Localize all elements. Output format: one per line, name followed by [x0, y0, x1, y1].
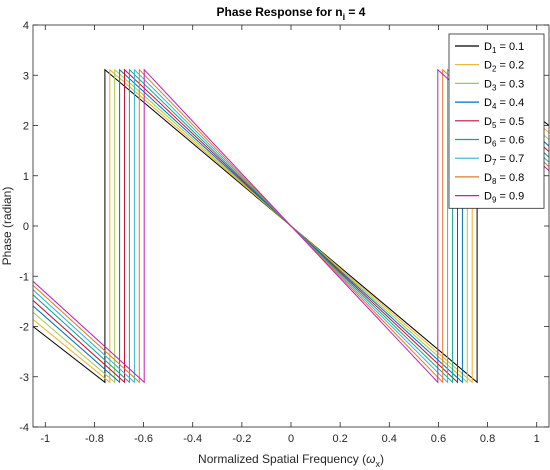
- legend-label-d7: D7 = 0.7: [484, 153, 524, 167]
- y-axis-label: Phase (radian): [0, 187, 14, 266]
- x-tick-label: -0.4: [183, 433, 202, 445]
- legend-label-d4: D4 = 0.4: [484, 97, 524, 111]
- y-tick-label: 2: [23, 121, 29, 133]
- axes-layer: -1 -0.8 -0.6 -0.4 -0.2 0 0.2 0.4 0.6 0.8 1 -4 -3 -2 -1…: [19, 20, 550, 445]
- x-axis-label-symbol: ω: [366, 452, 375, 466]
- y-tick-label: -1: [19, 271, 29, 283]
- y-tick-label: 4: [23, 20, 29, 32]
- x-tick-label: 0.2: [332, 433, 347, 445]
- y-tick-label: -3: [19, 372, 29, 384]
- chart-title-subscript: i: [343, 12, 346, 22]
- x-axis-label-suffix: ): [380, 452, 384, 466]
- legend-label-d9: D9 = 0.9: [484, 191, 524, 205]
- y-tick-label: 3: [23, 70, 29, 82]
- legend-label-d1: D1 = 0.1: [484, 41, 524, 55]
- y-tick-label: -2: [19, 322, 29, 334]
- chart-title-suffix: = 4: [345, 5, 366, 19]
- x-tick-label: 0: [288, 433, 294, 445]
- x-tick-label: -1: [40, 433, 50, 445]
- legend-label-d5: D5 = 0.5: [484, 116, 524, 130]
- legend-label-d6: D6 = 0.6: [484, 135, 524, 149]
- legend-label-d3: D3 = 0.3: [484, 78, 524, 92]
- x-tick-label: 1: [534, 433, 540, 445]
- x-tick-label: 0.6: [431, 433, 446, 445]
- x-axis-label-text: Normalized Spatial Frequency (: [198, 452, 366, 466]
- x-tick-label: 0.8: [480, 433, 495, 445]
- x-tick-label: -0.6: [134, 433, 153, 445]
- legend-label-d2: D2 = 0.2: [484, 60, 524, 74]
- legend-label-d8: D8 = 0.8: [484, 172, 524, 186]
- legend: D1 = 0.1 D2 = 0.2 D3 = 0.3 D4 = 0.4 D5 = 0.5…: [448, 33, 545, 209]
- chart-title-main: Phase Response for n: [217, 5, 343, 19]
- y-tick-label: 1: [23, 171, 29, 183]
- y-tick-label: -4: [19, 422, 29, 434]
- x-tick-label: -0.2: [232, 433, 251, 445]
- y-tick-label: 0: [23, 221, 29, 233]
- x-tick-label: -0.8: [85, 433, 104, 445]
- chart-title: Phase Response for ni = 4: [217, 5, 366, 22]
- x-axis-label: Normalized Spatial Frequency (ωx): [198, 452, 384, 469]
- x-tick-label: 0.4: [382, 433, 397, 445]
- x-axis-label-subscript: x: [375, 459, 380, 469]
